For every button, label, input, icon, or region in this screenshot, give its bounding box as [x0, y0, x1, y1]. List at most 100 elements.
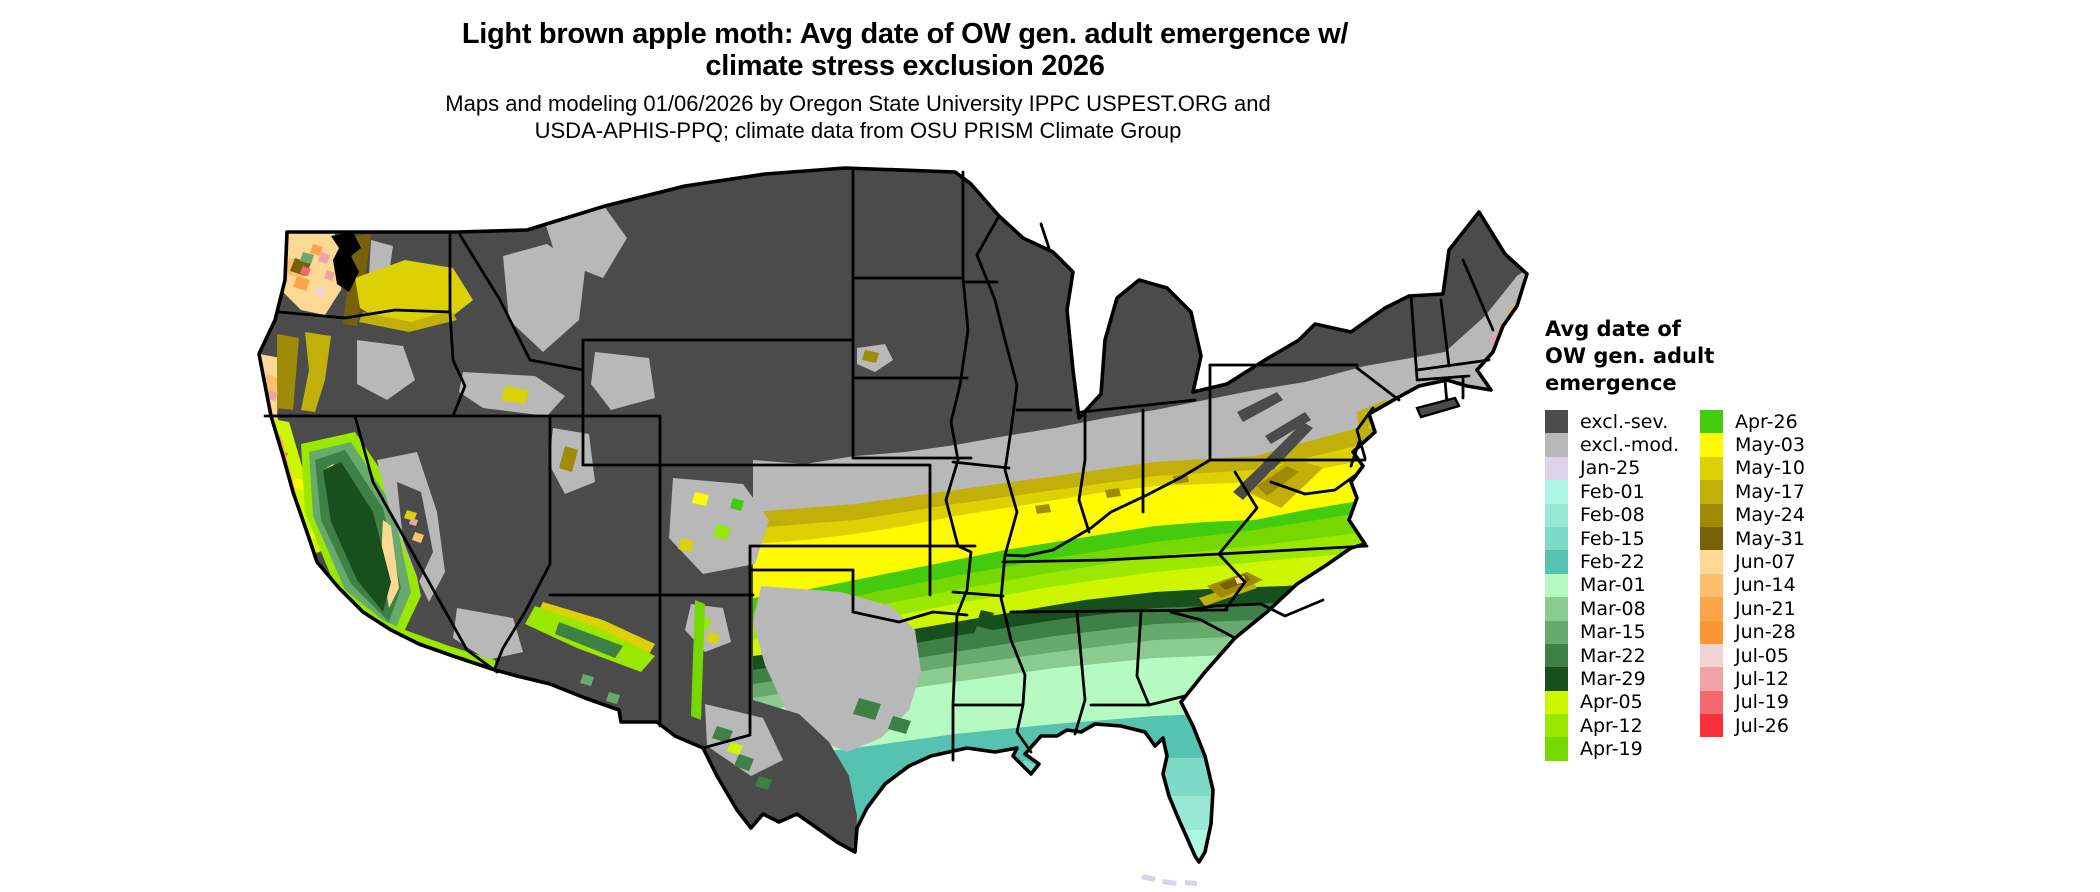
legend-entry: Jul-05 [1700, 643, 1805, 668]
legend-swatch [1700, 456, 1723, 481]
legend-swatch [1545, 433, 1568, 457]
legend-swatch [1700, 667, 1723, 691]
legend-entry: May-10 [1700, 456, 1805, 481]
legend-label: Jul-26 [1735, 714, 1789, 737]
legend-entry: Jul-12 [1700, 667, 1805, 691]
legend-swatch [1700, 503, 1723, 527]
legend-columns: excl.-sev. excl.-mod. Jan-25 Feb-01 Feb-08 Fe… [1545, 410, 1965, 761]
legend-label: May-24 [1735, 504, 1805, 527]
legend-label: Feb-22 [1580, 551, 1645, 574]
map-legend: Avg date of OW gen. adult emergence excl… [1545, 316, 1965, 761]
legend-label: Apr-05 [1580, 691, 1643, 714]
legend-entry: Feb-15 [1545, 526, 1700, 551]
legend-label: May-10 [1735, 457, 1805, 480]
legend-swatch [1700, 410, 1723, 434]
legend-entry: Apr-19 [1545, 737, 1700, 761]
legend-swatch [1545, 456, 1568, 481]
legend-swatch [1545, 503, 1568, 527]
legend-entry: Jun-07 [1700, 550, 1805, 574]
legend-label: Jun-28 [1735, 621, 1796, 644]
map-subtitle-line1: Maps and modeling 01/06/2026 by Oregon S… [445, 91, 1271, 116]
us-outline [257, 166, 1529, 864]
legend-swatch [1545, 526, 1568, 551]
legend-entry: Jul-26 [1700, 714, 1805, 738]
legend-label: Feb-01 [1580, 480, 1645, 503]
legend-swatch [1700, 690, 1723, 715]
legend-entry: Jun-21 [1700, 597, 1805, 621]
map-title-line2: climate stress exclusion 2026 [705, 50, 1105, 82]
legend-swatch [1700, 550, 1723, 574]
legend-entry: Mar-01 [1545, 573, 1700, 598]
legend-label: excl.-sev. [1580, 410, 1669, 433]
legend-swatch [1700, 620, 1723, 644]
us-map [205, 160, 1535, 892]
legend-swatch [1545, 410, 1568, 434]
legend-title: Avg date of OW gen. adult emergence [1545, 317, 1715, 395]
legend-label: Apr-12 [1580, 714, 1643, 737]
legend-swatch [1545, 480, 1568, 504]
legend-entry: Mar-29 [1545, 667, 1700, 691]
legend-swatch [1700, 480, 1723, 504]
legend-label: May-03 [1735, 434, 1805, 457]
title-block: Light brown apple moth: Avg date of OW g… [0, 18, 1810, 82]
us-map-svg [257, 166, 1529, 886]
legend-label: Mar-22 [1580, 644, 1646, 667]
legend-label: Mar-15 [1580, 621, 1646, 644]
legend-swatch [1700, 433, 1723, 457]
subtitle-block: Maps and modeling 01/06/2026 by Oregon S… [0, 90, 1716, 144]
legend-entry: Mar-15 [1545, 620, 1700, 644]
legend-swatch [1545, 737, 1568, 761]
legend-swatch [1545, 714, 1568, 738]
legend-label: Jun-21 [1735, 597, 1796, 620]
legend-entry: Jul-19 [1700, 690, 1805, 715]
florida-keys [1141, 874, 1197, 886]
legend-label: Feb-08 [1580, 504, 1645, 527]
legend-entry: Mar-08 [1545, 597, 1700, 621]
legend-entry: Apr-12 [1545, 714, 1700, 738]
legend-label: Jul-12 [1735, 667, 1789, 690]
legend-entry: Feb-01 [1545, 480, 1700, 504]
legend-entry: Apr-05 [1545, 690, 1700, 715]
legend-entry: excl.-sev. [1545, 410, 1700, 434]
legend-label: Jul-05 [1735, 644, 1789, 667]
legend-swatch [1700, 714, 1723, 738]
legend-entry: Jun-14 [1700, 573, 1805, 598]
legend-label: Jun-07 [1735, 551, 1796, 574]
legend-entry: May-31 [1700, 526, 1805, 551]
legend-entry: May-03 [1700, 433, 1805, 457]
legend-label: Apr-19 [1580, 738, 1643, 761]
legend-entry: May-24 [1700, 503, 1805, 527]
legend-entry: excl.-mod. [1545, 433, 1700, 457]
legend-label: Feb-15 [1580, 527, 1645, 550]
legend-swatch [1545, 620, 1568, 644]
legend-swatch [1700, 526, 1723, 551]
legend-entry: Jun-28 [1700, 620, 1805, 644]
map-subtitle-line2: USDA-APHIS-PPQ; climate data from OSU PR… [534, 118, 1182, 143]
legend-label: May-31 [1735, 527, 1805, 550]
legend-swatch [1700, 597, 1723, 621]
legend-entry: Jan-25 [1545, 456, 1700, 481]
state-borders [263, 166, 1495, 762]
legend-label: Mar-08 [1580, 597, 1646, 620]
puget-sound [331, 232, 361, 292]
legend-swatch [1545, 667, 1568, 691]
legend-label: Mar-29 [1580, 667, 1646, 690]
map-title: Light brown apple moth: Avg date of OW g… [0, 18, 1810, 82]
legend-swatch [1545, 573, 1568, 598]
legend-label: Jul-19 [1735, 691, 1789, 714]
legend-label: Jun-14 [1735, 574, 1796, 597]
legend-column-right: Apr-26 May-03 May-10 May-17 May-24 May-31 Jun-… [1700, 410, 1805, 738]
legend-swatch [1700, 643, 1723, 668]
legend-label: Mar-01 [1580, 574, 1646, 597]
legend-entry: May-17 [1700, 480, 1805, 504]
map-raster [259, 168, 1527, 862]
legend-entry: Feb-08 [1545, 503, 1700, 527]
legend-column-left: excl.-sev. excl.-mod. Jan-25 Feb-01 Feb-08 Fe… [1545, 410, 1700, 761]
legend-label: May-17 [1735, 480, 1805, 503]
legend-entry: Mar-22 [1545, 643, 1700, 668]
map-title-line1: Light brown apple moth: Avg date of OW g… [461, 18, 1349, 50]
legend-swatch [1545, 597, 1568, 621]
legend-label: excl.-mod. [1580, 434, 1680, 457]
legend-label: Apr-26 [1735, 410, 1798, 433]
